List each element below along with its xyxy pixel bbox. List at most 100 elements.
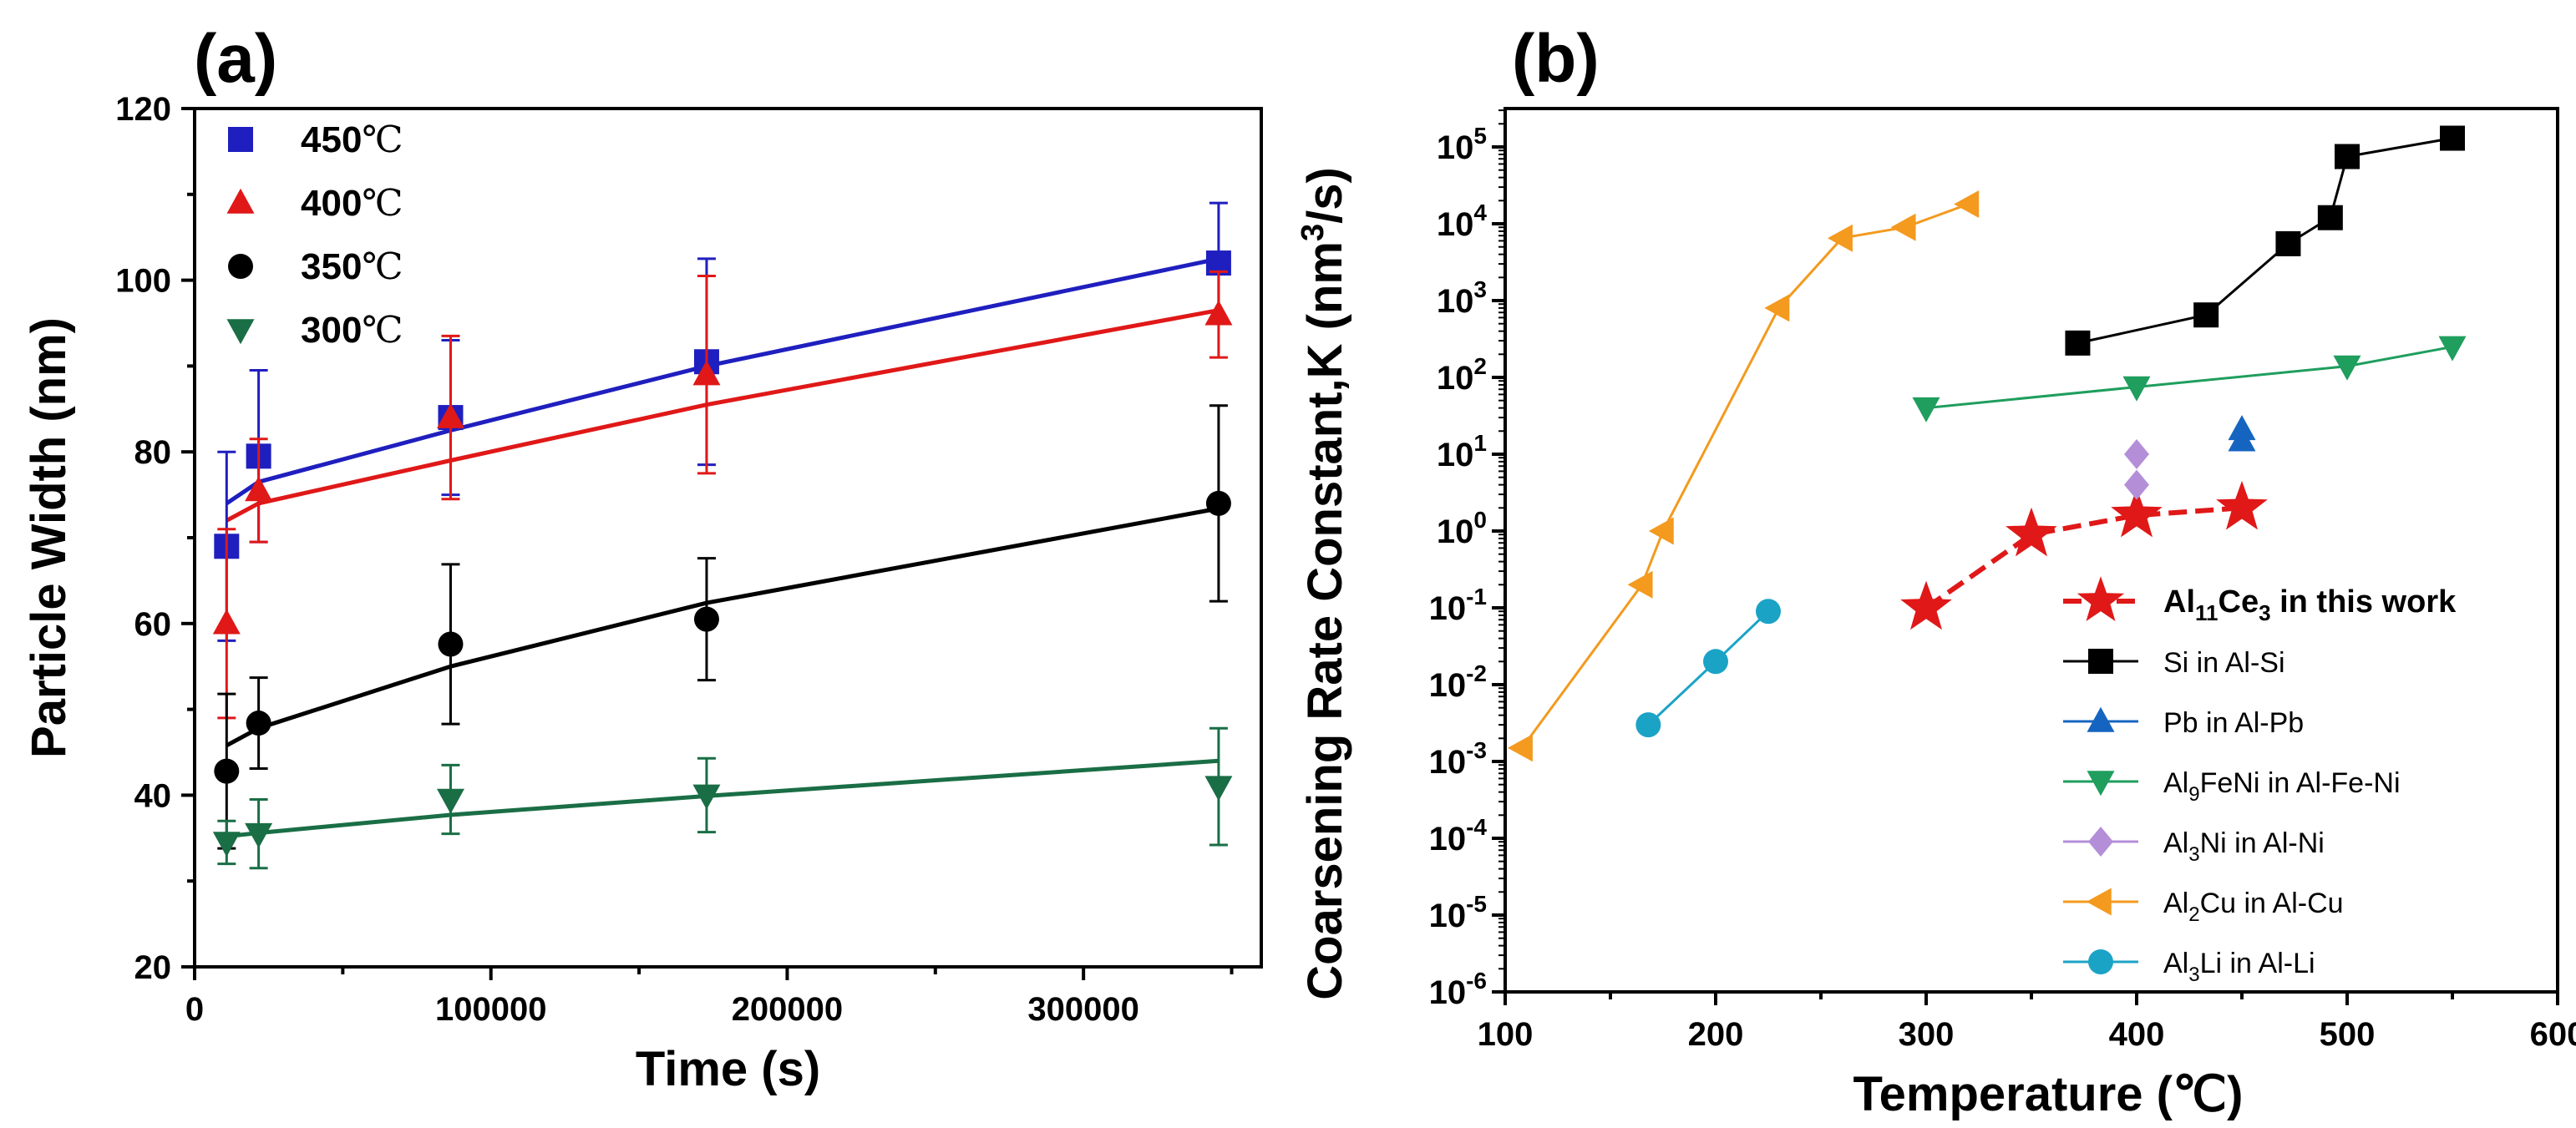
y-tick-base: 10 bbox=[1429, 744, 1467, 781]
legend-label: 400℃ bbox=[301, 182, 403, 225]
y-tick-label: 104 bbox=[1437, 200, 1488, 243]
data-point bbox=[2122, 376, 2151, 402]
legend-label: Al3Ni in Al-Ni bbox=[2163, 827, 2325, 866]
series-al9feni-in-al-fe-ni bbox=[1912, 336, 2467, 422]
legend-marker bbox=[228, 127, 253, 152]
x-axis-title: Temperature (℃) bbox=[1853, 1067, 2244, 1121]
legend-label-part: Al bbox=[2163, 827, 2188, 859]
data-point bbox=[692, 360, 721, 386]
legend-marker bbox=[2086, 888, 2112, 916]
data-point bbox=[246, 711, 271, 736]
y-tick-exponent: 0 bbox=[1473, 507, 1487, 533]
series-al2cu-in-al-cu bbox=[1507, 190, 1980, 762]
data-point bbox=[2335, 144, 2360, 169]
y-tick-label: 105 bbox=[1437, 123, 1487, 166]
data-point bbox=[2111, 488, 2163, 538]
y-tick-label: 10-4 bbox=[1429, 814, 1488, 857]
data-point bbox=[1827, 224, 1853, 252]
series-si-in-al-si bbox=[2065, 125, 2465, 356]
legend-marker bbox=[2087, 771, 2115, 797]
y-tick-label: 100 bbox=[1437, 507, 1487, 550]
data-point bbox=[1900, 580, 1952, 630]
data-point bbox=[1205, 490, 1231, 516]
data-point bbox=[692, 784, 721, 810]
data-point bbox=[1764, 294, 1790, 322]
y-tick-exponent: -5 bbox=[1466, 891, 1487, 917]
y-tick-exponent: 1 bbox=[1473, 430, 1487, 456]
legend-label-unit: ℃ bbox=[362, 119, 403, 161]
y-tick-base: 10 bbox=[1437, 437, 1474, 473]
legend-label: Si in Al-Si bbox=[2163, 647, 2285, 679]
y-tick-base: 10 bbox=[1429, 974, 1467, 1011]
x-tick-label: 300 bbox=[1899, 1016, 1955, 1053]
legend-marker bbox=[2088, 827, 2113, 857]
legend-marker bbox=[2087, 706, 2115, 732]
legend-label-part: Al bbox=[2163, 767, 2188, 799]
data-point bbox=[1204, 300, 1233, 326]
legend-marker bbox=[226, 188, 255, 214]
data-point bbox=[2216, 480, 2268, 530]
data-point bbox=[1912, 397, 1940, 422]
legend-label-part: 3 bbox=[2188, 964, 2199, 986]
legend-label-value: 350 bbox=[301, 246, 362, 287]
x-tick-label: 600 bbox=[2530, 1016, 2576, 1053]
y-tick-label: 10-3 bbox=[1429, 737, 1487, 781]
legend-label: 450℃ bbox=[301, 119, 403, 161]
panel-b: (b)10020030040050060010-610-510-410-310-… bbox=[1296, 21, 2576, 1121]
legend-label: Al2Cu in Al-Cu bbox=[2163, 888, 2344, 926]
legend-label-part: in this work bbox=[2271, 584, 2457, 620]
series-line bbox=[1925, 345, 2453, 410]
series-pb-in-al-pb bbox=[2228, 415, 2256, 452]
data-point bbox=[1756, 599, 1781, 625]
x-axis-title: Time (s) bbox=[636, 1042, 820, 1096]
legend-label: Al3Li in Al-Li bbox=[2163, 948, 2315, 986]
panel-a-label: (a) bbox=[194, 21, 277, 97]
y-tick-exponent: 2 bbox=[1473, 353, 1487, 379]
data-point bbox=[436, 402, 464, 428]
legend-label-part: Ce bbox=[2219, 584, 2259, 620]
data-point bbox=[212, 832, 241, 857]
legend-label-value: 450 bbox=[301, 119, 362, 160]
data-point bbox=[2065, 330, 2091, 356]
x-tick-label: 200 bbox=[1688, 1016, 1744, 1053]
y-tick-exponent: -1 bbox=[1466, 584, 1487, 610]
y-tick-exponent: -3 bbox=[1466, 737, 1487, 763]
legend-label-unit: ℃ bbox=[362, 182, 403, 225]
data-point bbox=[2440, 125, 2465, 151]
data-point bbox=[438, 631, 464, 657]
y-tick-exponent: 4 bbox=[1473, 200, 1487, 225]
legend-label-value: 300 bbox=[301, 310, 362, 351]
x-tick-label: 0 bbox=[185, 991, 204, 1028]
series-400c bbox=[212, 270, 1233, 720]
y-axis-title-prefix: Coarsening Rate Constant,K (nm bbox=[1298, 241, 1352, 1000]
data-point bbox=[2438, 336, 2467, 362]
data-point bbox=[1648, 517, 1674, 545]
panel-a-frame bbox=[193, 107, 1263, 969]
y-tick-base: 10 bbox=[1437, 283, 1474, 320]
data-point bbox=[2124, 469, 2149, 500]
y-tick-label: 100 bbox=[115, 263, 171, 300]
series-al11ce3-in-this-work bbox=[1900, 480, 2268, 630]
y-axis-title: Particle Width (nm) bbox=[22, 317, 76, 758]
legend-label-part: 11 bbox=[2195, 600, 2219, 625]
y-tick-base: 10 bbox=[1429, 821, 1467, 857]
data-point bbox=[436, 788, 464, 814]
panel-b-frame bbox=[1504, 107, 2559, 994]
legend-label-part: Al bbox=[2163, 888, 2188, 919]
y-tick-exponent: -6 bbox=[1466, 968, 1487, 994]
legend-label-part: 2 bbox=[2188, 903, 2199, 926]
data-point bbox=[2333, 355, 2361, 381]
y-tick-exponent: -2 bbox=[1466, 660, 1487, 686]
data-point bbox=[1890, 213, 1916, 241]
legend-label-part: 3 bbox=[2188, 843, 2199, 866]
data-point bbox=[2275, 230, 2301, 256]
y-tick-exponent: 5 bbox=[1473, 123, 1487, 149]
series-line bbox=[2077, 137, 2453, 345]
series-350c bbox=[214, 404, 1231, 850]
fit-curve-350 bbox=[226, 506, 1220, 748]
series-line bbox=[1924, 505, 2243, 610]
data-point bbox=[245, 476, 273, 502]
x-tick-label: 300000 bbox=[1027, 991, 1138, 1028]
data-point bbox=[214, 758, 240, 784]
y-tick-exponent: -4 bbox=[1466, 814, 1487, 840]
